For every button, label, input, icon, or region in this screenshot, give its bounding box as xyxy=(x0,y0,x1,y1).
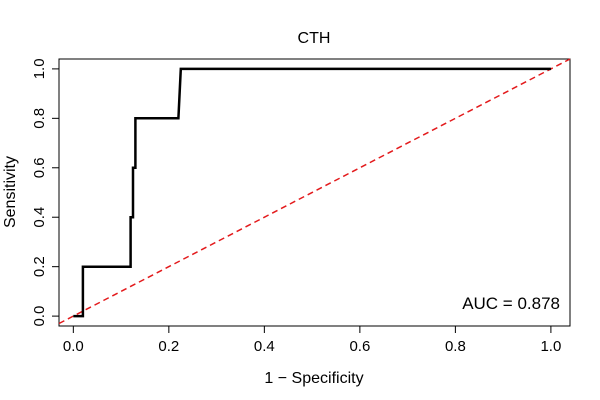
y-tick-label: 0.6 xyxy=(31,157,48,178)
y-tick-label: 0.4 xyxy=(31,207,48,228)
y-tick-label: 0.2 xyxy=(31,256,48,277)
x-axis-label: 1 − Specificity xyxy=(264,370,363,387)
x-tick-label: 0.0 xyxy=(63,338,84,355)
y-tick-label: 1.0 xyxy=(31,58,48,79)
x-tick-label: 0.4 xyxy=(254,338,275,355)
x-tick-label: 0.8 xyxy=(445,338,466,355)
series-layer xyxy=(58,58,571,325)
x-tick-label: 1.0 xyxy=(540,338,561,355)
x-axis: 0.0 0.2 0.4 0.6 0.8 1.0 xyxy=(63,325,561,355)
y-axis-label: Sensitivity xyxy=(2,156,19,228)
y-tick-label: 0.0 xyxy=(31,306,48,327)
y-axis: 0.0 0.2 0.4 0.6 0.8 1.0 xyxy=(31,58,60,327)
chart-title: CTH xyxy=(298,30,331,47)
y-tick-label: 0.8 xyxy=(31,108,48,129)
reference-diagonal-line xyxy=(58,58,571,325)
x-tick-label: 0.6 xyxy=(349,338,370,355)
x-tick-label: 0.2 xyxy=(158,338,179,355)
auc-annotation: AUC = 0.878 xyxy=(462,294,560,313)
roc-curve-line xyxy=(73,67,551,318)
plot-frame xyxy=(58,58,571,327)
